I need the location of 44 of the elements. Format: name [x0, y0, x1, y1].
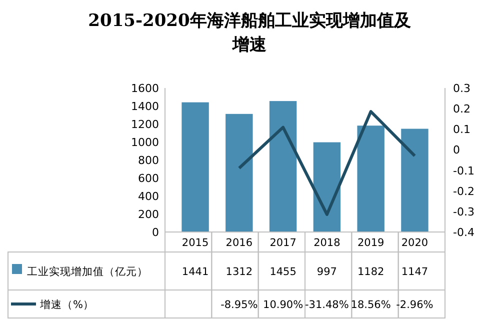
data-label: -2.96% — [396, 299, 434, 311]
y2-tick-label: 0.2 — [453, 102, 470, 116]
bar — [226, 114, 253, 232]
y-tick-label: 1600 — [131, 82, 159, 95]
data-label: 1312 — [226, 266, 253, 278]
x-tick-label: 2020 — [401, 237, 428, 249]
y-tick-label: 400 — [138, 190, 159, 203]
bar — [401, 128, 428, 232]
x-tick-label: 2019 — [357, 237, 384, 249]
y2-tick-label: 0.3 — [453, 82, 470, 95]
x-tick-label: 2018 — [314, 237, 340, 249]
y-tick-label: 800 — [138, 154, 159, 167]
data-label: 1455 — [270, 266, 296, 278]
x-tick-label: 2016 — [226, 237, 253, 249]
y-tick-label: 1400 — [131, 100, 159, 113]
y-tick-label: 1200 — [131, 118, 159, 131]
data-label: 1182 — [357, 266, 384, 278]
data-label: 18.56% — [350, 299, 391, 311]
bar — [357, 126, 384, 232]
x-tick-label: 2015 — [182, 237, 209, 249]
y2-tick-label: 0 — [453, 144, 460, 157]
chart-title: 2015-2020年海洋船舶工业实现增加值及增速 — [88, 11, 412, 55]
line-series — [238, 110, 416, 216]
data-label: 1441 — [182, 266, 209, 278]
y2-tick-label: -0.2 — [453, 184, 474, 198]
legend-label: 增速（%） — [39, 298, 94, 311]
y-tick-label: 200 — [138, 208, 159, 221]
y2-tick-label: -0.4 — [453, 226, 474, 239]
data-label: -31.48% — [305, 299, 349, 311]
x-tick-label: 2017 — [270, 237, 296, 249]
y2-tick-label: 0.1 — [453, 123, 470, 136]
y-tick-label: 0 — [152, 226, 159, 239]
bar — [182, 102, 209, 232]
legend-label: 工业实现增加值（亿元） — [27, 265, 148, 278]
y2-tick-label: -0.1 — [453, 164, 474, 178]
data-label: 1147 — [401, 266, 428, 278]
bar — [313, 142, 341, 232]
bar — [269, 101, 297, 232]
y-tick-label: 1000 — [131, 136, 159, 149]
y-tick-label: 600 — [138, 172, 159, 185]
data-label: 10.90% — [263, 299, 304, 311]
data-label: 997 — [316, 266, 337, 278]
data-label: -8.95% — [220, 299, 258, 311]
y2-tick-label: -0.3 — [453, 205, 474, 218]
